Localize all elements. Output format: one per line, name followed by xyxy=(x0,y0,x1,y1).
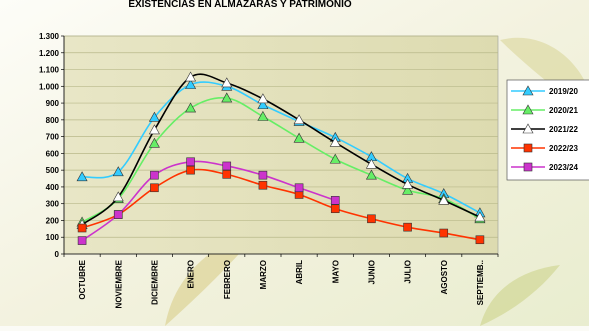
data-point xyxy=(293,114,305,125)
data-point xyxy=(330,196,340,205)
x-tick-label: FEBRERO xyxy=(223,260,232,299)
y-tick-label: 900 xyxy=(46,99,60,108)
x-tick-label: OCTUBRE xyxy=(78,259,87,299)
data-point xyxy=(258,180,268,190)
y-tick-label: 300 xyxy=(46,200,60,209)
y-tick-label: 200 xyxy=(46,216,60,225)
y-tick-label: 700 xyxy=(46,133,60,142)
legend-label: 2022/23 xyxy=(549,144,578,153)
data-point xyxy=(365,169,377,180)
data-point xyxy=(77,223,87,233)
data-point xyxy=(113,210,123,219)
y-tick-label: 600 xyxy=(46,149,60,158)
data-point xyxy=(150,170,159,180)
y-tick-label: 100 xyxy=(46,233,60,242)
y-tick-label: 1.300 xyxy=(39,32,60,41)
x-tick-label: ABRIL xyxy=(295,260,304,285)
data-point xyxy=(329,136,341,147)
x-tick-label: NOVIEMBRE xyxy=(114,259,123,308)
legend-label: 2020/21 xyxy=(549,106,578,115)
data-point xyxy=(112,191,124,202)
data-point xyxy=(185,71,197,82)
legend-label: 2023/24 xyxy=(549,163,578,172)
y-tick-label: 1.100 xyxy=(39,66,60,75)
legend-marker xyxy=(522,104,534,115)
y-tick-label: 0 xyxy=(55,250,60,259)
x-tick-label: ENERO xyxy=(187,260,196,288)
data-point xyxy=(222,161,232,171)
x-axis: OCTUBRE NOVIEMBRE DICIEMBRE ENERO FEBRERO MAR… xyxy=(63,253,499,308)
data-point xyxy=(148,137,160,148)
series-4 xyxy=(77,157,340,245)
data-point xyxy=(294,183,304,193)
x-tick-label: JULIO xyxy=(404,260,413,284)
data-point xyxy=(402,184,414,195)
y-tick-label: 400 xyxy=(46,183,60,192)
x-tick-label: AGOSTO xyxy=(440,260,449,295)
data-point xyxy=(112,166,124,177)
x-tick-label: JUNIO xyxy=(367,260,376,284)
data-point xyxy=(186,157,195,167)
data-point xyxy=(221,77,233,88)
x-tick-label: SEPTIEMB.. xyxy=(476,260,485,305)
plot-area xyxy=(63,35,499,255)
data-point xyxy=(439,228,449,238)
data-point xyxy=(330,204,340,214)
y-axis: 0 100 200 300 400 500 600 700 800 900 1.000 1.100 1.… xyxy=(39,32,65,259)
data-point xyxy=(438,194,450,205)
data-point xyxy=(257,110,269,121)
data-point xyxy=(329,153,341,164)
data-point xyxy=(474,211,486,222)
series-3 xyxy=(77,165,485,245)
data-point xyxy=(222,170,232,179)
legend-box xyxy=(506,79,589,181)
data-point xyxy=(258,170,268,180)
legend: 2019/20 2020/21 2021/22 2022/23 2023/24 xyxy=(506,79,589,181)
data-point xyxy=(403,222,412,232)
data-point xyxy=(367,214,376,224)
x-tick-label: MARZO xyxy=(259,260,268,289)
legend-marker xyxy=(523,143,533,153)
chart-title: EXISTENCIAS EN ALMAZARAS Y PATRIMONIO xyxy=(128,0,352,10)
y-tick-label: 1.200 xyxy=(39,49,60,58)
legend-label: 2019/20 xyxy=(549,87,578,96)
data-point xyxy=(186,165,195,175)
data-point xyxy=(257,93,269,104)
data-point xyxy=(402,178,414,189)
data-point xyxy=(221,92,233,103)
series-layer xyxy=(76,71,486,245)
data-point xyxy=(148,124,160,135)
y-tick-label: 1.000 xyxy=(39,82,60,91)
data-point xyxy=(185,102,197,113)
x-tick-label: MAYO xyxy=(331,260,340,283)
data-point xyxy=(185,79,197,89)
data-point xyxy=(293,132,305,143)
legend-marker xyxy=(523,162,533,172)
x-tick-label: DICIEMBRE xyxy=(150,259,159,305)
y-tick-label: 500 xyxy=(46,166,60,175)
data-point xyxy=(76,171,88,182)
data-point xyxy=(475,235,485,245)
legend-marker xyxy=(522,123,534,134)
data-point xyxy=(257,99,269,110)
data-point xyxy=(77,236,87,245)
legend-marker xyxy=(522,85,534,96)
legend-label: 2021/22 xyxy=(549,125,578,134)
data-point xyxy=(150,183,159,193)
data-point xyxy=(148,111,160,122)
y-tick-label: 800 xyxy=(46,116,60,125)
data-point xyxy=(365,158,377,169)
